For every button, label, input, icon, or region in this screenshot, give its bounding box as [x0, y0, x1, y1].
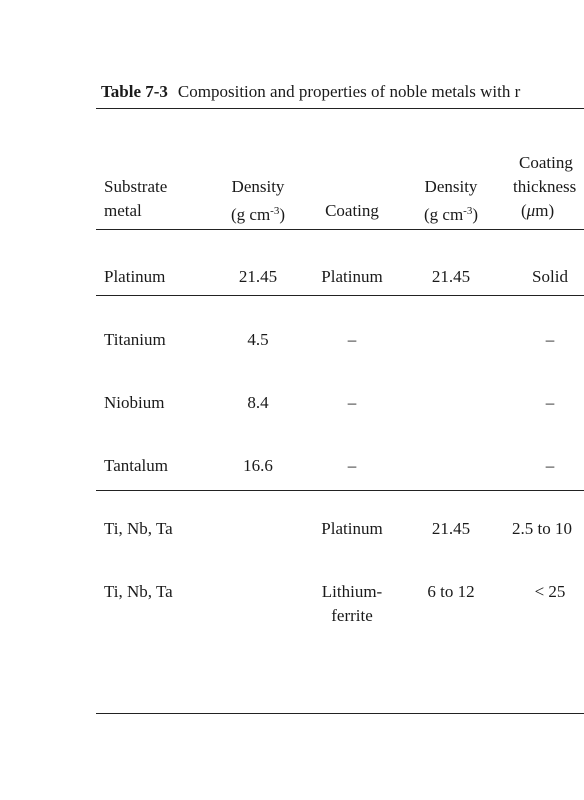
header-density1-unit-close: )	[279, 205, 286, 224]
table-cell: 8.4	[247, 393, 269, 412]
header-density2-unit-exp: -3	[463, 205, 473, 217]
header-thickness-unit-rest: m)	[535, 201, 555, 220]
table-cell: Tantalum	[104, 456, 168, 475]
table-number: Table 7-3	[101, 82, 168, 101]
header-density-coating: Density (g cm-3)	[405, 175, 497, 227]
header-thickness-paren: (	[521, 201, 527, 220]
table-bottom-rule	[96, 713, 584, 714]
table-cell: –	[545, 456, 555, 475]
header-density1-line1: Density	[231, 177, 285, 196]
table-cell: –	[545, 330, 555, 349]
table-cell: –	[347, 330, 357, 349]
table-cell: Lithium- ferrite	[310, 580, 394, 628]
group-rule	[96, 490, 584, 491]
header-density2-unit: (g cm-3)	[405, 199, 497, 227]
header-thickness-mu: μ	[526, 201, 536, 220]
table-cell: 21.45	[431, 519, 471, 538]
header-density1-unit-base: (g cm	[230, 205, 271, 224]
table-cell: Platinum	[321, 267, 383, 286]
table-cell: –	[347, 456, 357, 475]
header-density2-unit-close: )	[472, 205, 479, 224]
header-coating-thickness: Coating thickness (μm)	[513, 151, 576, 223]
table-cell: Niobium	[104, 393, 165, 412]
header-thickness-line2: thickness	[513, 177, 577, 196]
header-density2-line1: Density	[424, 177, 478, 196]
group-rule	[96, 295, 584, 296]
table-cell: 21.45	[238, 267, 278, 286]
table-cell: Solid	[532, 267, 568, 286]
coating-line2: ferrite	[331, 606, 373, 625]
header-substrate-line2: metal	[104, 201, 142, 220]
header-substrate-metal: Substrate metal	[104, 175, 167, 223]
table-top-rule	[96, 108, 584, 109]
coating-line1: Lithium-	[321, 582, 383, 601]
table-cell: –	[347, 393, 357, 412]
table-title: Composition and properties of noble meta…	[177, 82, 521, 101]
table-cell: Ti, Nb, Ta	[104, 582, 173, 601]
table-cell: Platinum	[321, 519, 383, 538]
header-density1-unit-exp: -3	[270, 205, 280, 217]
header-density2-unit-base: (g cm	[423, 205, 464, 224]
table-caption: Table 7-3 Composition and properties of n…	[101, 82, 520, 102]
table-cell: 4.5	[247, 330, 269, 349]
table-cell: 2.5 to 10	[512, 519, 572, 538]
header-thickness-unit: (μm)	[513, 199, 576, 223]
table-cell: –	[545, 393, 555, 412]
header-thickness-line1: Coating	[519, 153, 573, 172]
header-rule	[96, 229, 584, 230]
header-density1-unit: (g cm-3)	[212, 199, 304, 227]
table-cell: Platinum	[104, 267, 166, 286]
table-cell: Titanium	[104, 330, 166, 349]
header-substrate-line1: Substrate	[104, 177, 168, 196]
table-cell: 16.6	[243, 456, 273, 475]
table-cell: < 25	[534, 582, 566, 601]
table-cell: Ti, Nb, Ta	[104, 519, 173, 538]
table-cell: 6 to 12	[427, 582, 475, 601]
header-coating: Coating	[325, 201, 379, 220]
header-density-substrate: Density (g cm-3)	[212, 175, 304, 227]
table-cell: 21.45	[431, 267, 471, 286]
